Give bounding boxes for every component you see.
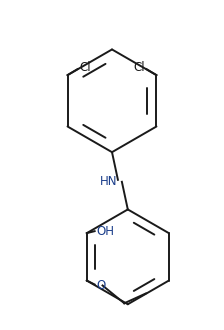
Text: HN: HN [100,175,118,188]
Text: O: O [97,279,106,292]
Text: Cl: Cl [133,61,145,74]
Text: OH: OH [97,225,115,238]
Text: Cl: Cl [79,61,91,74]
